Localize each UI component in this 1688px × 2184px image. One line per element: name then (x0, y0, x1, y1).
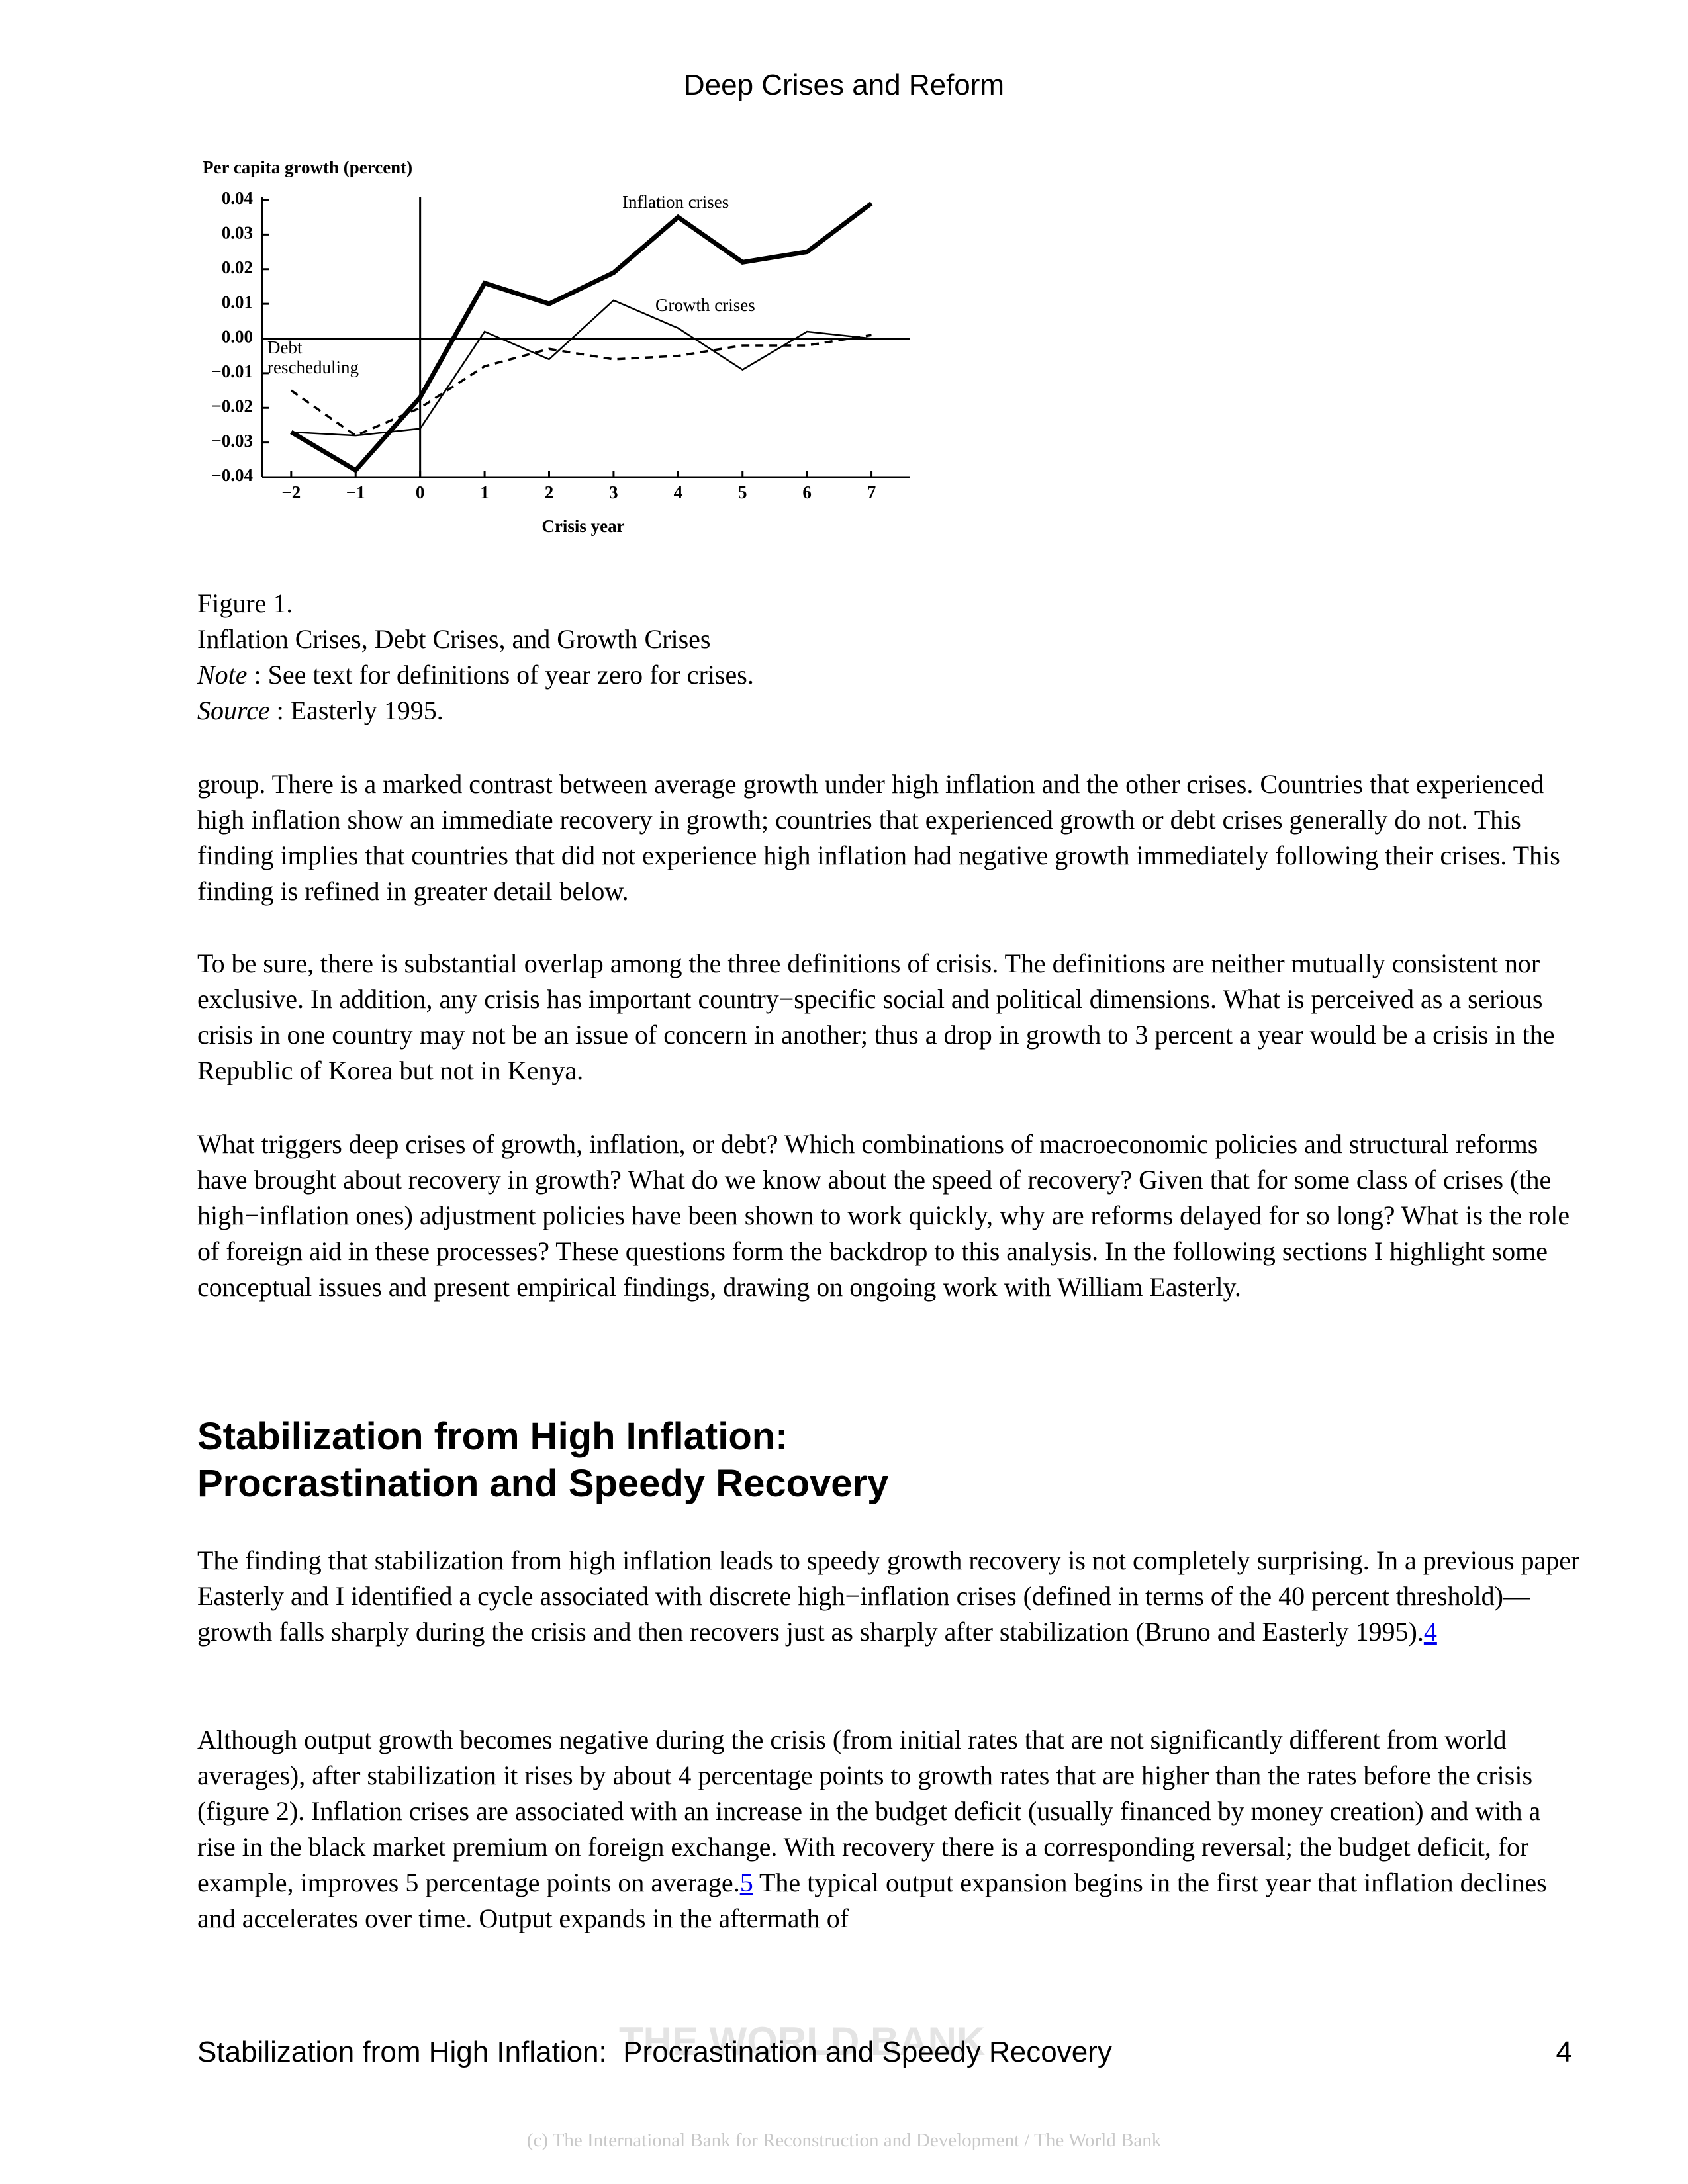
paragraph: group. There is a marked contrast betwee… (197, 769, 1560, 906)
footer-title: Stabilization from High Inflation: Procr… (197, 2036, 1112, 2068)
series-annotation: Inflation crises (622, 192, 729, 212)
x-tick-label: 4 (674, 482, 683, 502)
x-axis-title: Crisis year (541, 516, 624, 536)
x-tick-label: 7 (867, 482, 876, 502)
note-text: : See text for definitions of year zero … (247, 660, 754, 690)
paragraph: Although output growth becomes negative … (197, 1722, 1581, 1936)
y-axis-title: Per capita growth (percent) (203, 158, 412, 177)
page-header: Deep Crises and Reform (683, 69, 1005, 101)
source-text: : Easterly 1995. (269, 696, 444, 725)
heading-line: Procrastination and Speedy Recovery (197, 1462, 889, 1505)
figure-source: Source : Easterly 1995. (197, 693, 754, 729)
x-tick-label: 3 (609, 482, 618, 502)
data-line (290, 201, 873, 474)
page-number: 4 (1556, 2036, 1572, 2068)
source-label: Source (197, 696, 270, 725)
x-tick-label: 2 (545, 482, 554, 502)
y-tick-label: 0.03 (222, 223, 253, 243)
footnote-link[interactable]: 5 (739, 1868, 753, 1897)
heading-line: Stabilization from High Inflation: (197, 1415, 788, 1458)
note-label: Note (197, 660, 248, 690)
copyright: (c) The International Bank for Reconstru… (526, 2130, 1162, 2151)
data-line (290, 334, 872, 437)
figure-title: Inflation Crises, Debt Crises, and Growt… (197, 624, 711, 654)
y-tick-label: 0.04 (222, 188, 253, 208)
footnote-link[interactable]: 4 (1423, 1617, 1437, 1647)
data-line (291, 299, 872, 437)
x-tick-label: −2 (281, 482, 301, 502)
y-tick-label: −0.01 (211, 361, 253, 381)
figure-label: Figure 1. (197, 588, 293, 618)
x-tick-label: 0 (416, 482, 425, 502)
paragraph: To be sure, there is substantial overlap… (197, 948, 1555, 1085)
y-tick-label: −0.03 (211, 431, 253, 451)
x-tick-label: −1 (346, 482, 365, 502)
section-heading: Stabilization from High Inflation: Procr… (197, 1413, 888, 1507)
series-annotation: Growth crises (655, 295, 755, 315)
y-tick-label: 0.02 (222, 257, 253, 277)
watermark: THE WORLD BANK (619, 2019, 986, 2064)
x-tick-label: 6 (802, 482, 812, 502)
x-tick-label: 1 (480, 482, 489, 502)
paragraph-text: Although output growth becomes negative … (197, 1725, 1541, 1897)
paragraph-text: The typical output expansion begins in t… (197, 1868, 1547, 1933)
y-tick-label: 0.00 (222, 327, 253, 347)
x-tick-label: 5 (738, 482, 747, 502)
paragraph: The finding that stabilization from high… (197, 1543, 1581, 1650)
y-tick-label: 0.01 (222, 292, 253, 312)
paragraph: What triggers deep crises of growth, inf… (197, 1129, 1570, 1302)
series-annotation: Debt rescheduling (267, 338, 359, 377)
figure-caption: Figure 1. Inflation Crises, Debt Crises,… (197, 586, 754, 729)
paragraph-text: The finding that stabilization from high… (197, 1545, 1580, 1647)
figure-note: Note : See text for definitions of year … (197, 657, 754, 693)
y-tick-label: −0.02 (211, 396, 253, 416)
chart: Per capita growth (percent) Crisis year … (203, 158, 910, 536)
y-tick-label: −0.04 (211, 465, 253, 485)
